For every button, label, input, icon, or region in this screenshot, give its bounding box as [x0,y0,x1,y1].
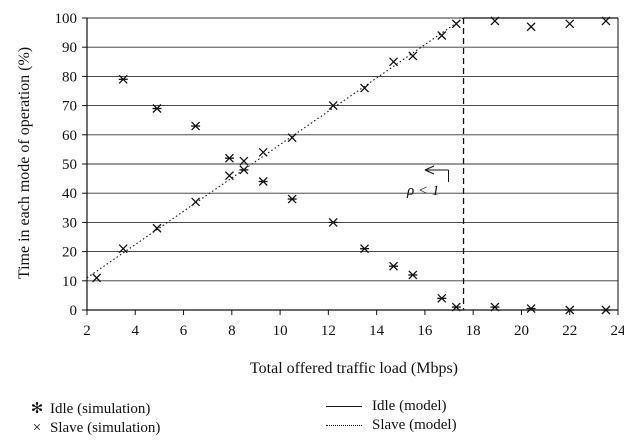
x-tick-label: 10 [273,323,288,339]
y-tick-label: 70 [62,99,77,115]
slave-simulation-point [224,171,234,181]
y-tick-label: 30 [62,215,77,231]
y-tick-label: 100 [55,11,78,27]
grid-lines [87,17,618,282]
slave-simulation-point [239,156,249,166]
legend-label: Slave (model) [372,417,457,433]
legend-item-slave-model: Slave (model) [326,416,457,435]
slave-model-line [86,17,464,279]
x-tick-label: 18 [466,323,481,339]
y-tick-labels: 0 10 20 30 40 50 60 70 80 90 100 [55,11,78,319]
legend-item-idle-simulation: ✻ Idle (simulation) [24,400,160,419]
y-tick-label: 60 [62,128,77,144]
y-tick-label: 50 [62,157,77,173]
idle-simulation-point [191,121,201,131]
annotation: ρ < 1 [406,18,465,310]
slave-simulation-point [389,57,398,67]
idle-simulation-point [224,153,234,163]
slave-simulation-point [328,101,338,111]
x-tick-label: 14 [369,323,385,339]
data-points [92,16,611,315]
idle-simulation-point [118,74,128,84]
idle-simulation-point [152,104,162,113]
x-tick-label: 8 [228,323,236,339]
slave-simulation-point [437,31,447,40]
arrow-head-icon [424,165,435,175]
legend-left: ✻ Idle (simulation) × Slave (simulation) [24,400,161,438]
slave-simulation-point [152,223,162,233]
solid-line-icon [326,406,362,407]
y-tick-label: 0 [70,303,78,319]
slave-simulation-point [258,147,268,157]
legend-label: Idle (model) [372,398,447,414]
x-tick-label: 2 [83,323,91,339]
slave-simulation-point [287,133,297,143]
idle-simulation-point [389,261,399,271]
slave-simulation-point [408,51,418,61]
x-tick-label: 20 [514,323,529,339]
idle-simulation-point [258,177,268,186]
idle-simulation-point [437,293,447,303]
slave-simulation-point [92,273,102,283]
idle-simulation-point [526,304,536,313]
slave-simulation-point [565,19,575,29]
model-lines [86,17,618,279]
idle-simulation-point [408,270,418,280]
axes [82,17,619,315]
x-tick-labels: 2 4 6 8 10 12 14 16 18 20 22 24 [83,323,624,339]
x-marker-icon: × [32,420,42,436]
slave-simulation-point [360,83,370,93]
slave-simulation-point [451,19,461,29]
y-tick-label: 90 [62,40,77,56]
dotted-line-icon [326,425,362,426]
slave-simulation-point [490,16,500,26]
asterisk-marker-icon: ✻ [30,401,44,417]
x-axis-label: Total offered traffic load (Mbps) [250,360,458,377]
legend-label: Slave (simulation) [50,420,161,436]
rho-label: ρ < 1 [406,183,439,199]
y-axis-label: Time in each mode of operation (%) [16,47,33,279]
slave-simulation-point [526,22,536,32]
idle-simulation-point [360,244,370,254]
slave-simulation-point [191,197,201,207]
x-tick-label: 22 [562,323,577,339]
idle-simulation-point [287,194,297,204]
y-tick-label: 20 [62,245,77,261]
x-tick-label: 16 [417,323,433,339]
legend-item-slave-simulation: × Slave (simulation) [24,419,161,438]
legend-label: Idle (simulation) [50,401,151,417]
x-tick-label: 12 [321,323,336,339]
x-tick-label: 6 [180,323,188,339]
legend-item-idle-model: Idle (model) [326,397,457,416]
idle-simulation-point [328,217,338,227]
legend-right: Idle (model) Slave (model) [326,397,457,435]
x-tick-label: 4 [132,323,140,339]
slave-simulation-point [601,16,611,26]
y-tick-label: 10 [62,274,77,290]
slave-simulation-point [118,244,128,254]
y-tick-label: 80 [62,69,77,85]
idle-simulation-point [239,165,249,175]
x-tick-label: 24 [611,323,624,339]
y-tick-label: 40 [62,186,77,202]
